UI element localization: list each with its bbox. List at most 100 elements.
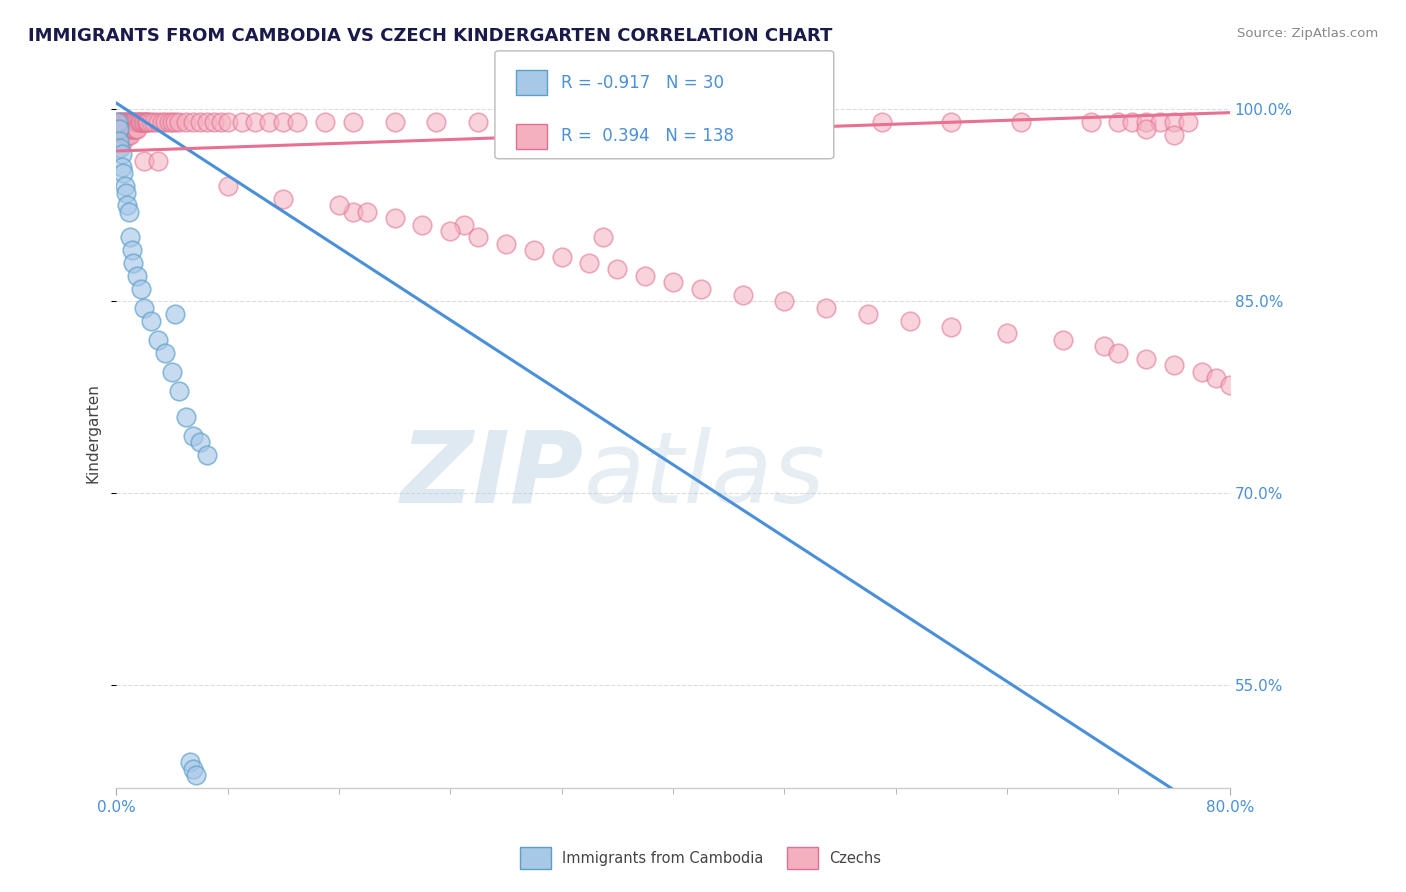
- Point: [132, 153, 155, 168]
- Point: [111, 121, 134, 136]
- Point: [167, 115, 190, 129]
- Point: [184, 768, 207, 782]
- Point: [384, 211, 406, 226]
- Point: [112, 115, 135, 129]
- Point: [107, 135, 129, 149]
- Point: [139, 313, 162, 327]
- Point: [115, 121, 138, 136]
- Point: [801, 115, 824, 129]
- Point: [1107, 115, 1129, 129]
- Point: [592, 115, 614, 129]
- Point: [115, 115, 138, 129]
- Text: Source: ZipAtlas.com: Source: ZipAtlas.com: [1237, 27, 1378, 40]
- Point: [157, 115, 180, 129]
- Point: [856, 307, 879, 321]
- Point: [1205, 371, 1227, 385]
- Point: [941, 115, 963, 129]
- Point: [112, 135, 135, 149]
- Point: [108, 135, 131, 149]
- Point: [195, 115, 218, 129]
- Point: [773, 294, 796, 309]
- Point: [110, 141, 132, 155]
- Point: [131, 115, 153, 129]
- Point: [941, 320, 963, 334]
- Point: [122, 115, 145, 129]
- Point: [111, 128, 134, 142]
- Point: [411, 218, 433, 232]
- Point: [217, 115, 239, 129]
- Point: [202, 115, 225, 129]
- Point: [114, 128, 136, 142]
- Point: [110, 135, 132, 149]
- Point: [132, 115, 155, 129]
- Point: [112, 166, 135, 180]
- Point: [495, 236, 517, 251]
- Point: [160, 115, 183, 129]
- Point: [1260, 397, 1282, 411]
- Point: [135, 115, 157, 129]
- Point: [108, 121, 131, 136]
- Point: [231, 115, 253, 129]
- Point: [181, 762, 204, 776]
- Point: [181, 429, 204, 443]
- Point: [118, 204, 141, 219]
- Point: [107, 141, 129, 155]
- Point: [114, 115, 136, 129]
- Point: [271, 115, 294, 129]
- Point: [107, 121, 129, 136]
- Point: [342, 115, 364, 129]
- Point: [108, 121, 131, 136]
- Point: [121, 115, 143, 129]
- Point: [259, 115, 281, 129]
- Point: [115, 128, 138, 142]
- Point: [128, 115, 150, 129]
- Point: [453, 218, 475, 232]
- Point: [1094, 339, 1116, 353]
- Point: [146, 115, 169, 129]
- Point: [127, 268, 149, 283]
- Point: [509, 115, 531, 129]
- Point: [745, 115, 768, 129]
- Point: [550, 250, 572, 264]
- Point: [550, 115, 572, 129]
- Point: [122, 256, 145, 270]
- Point: [120, 128, 142, 142]
- Point: [356, 204, 378, 219]
- Point: [120, 230, 142, 244]
- Point: [1135, 115, 1157, 129]
- Point: [110, 128, 132, 142]
- Point: [314, 115, 336, 129]
- Point: [1121, 115, 1143, 129]
- Point: [870, 115, 893, 129]
- Point: [689, 282, 711, 296]
- Point: [127, 121, 149, 136]
- Point: [107, 128, 129, 142]
- Point: [467, 230, 489, 244]
- Point: [209, 115, 232, 129]
- Point: [1219, 377, 1241, 392]
- Point: [467, 115, 489, 129]
- Point: [174, 409, 197, 424]
- Point: [124, 121, 146, 136]
- Point: [167, 384, 190, 398]
- Point: [127, 115, 149, 129]
- Point: [115, 186, 138, 200]
- Point: [146, 153, 169, 168]
- Point: [114, 179, 136, 194]
- Point: [125, 121, 148, 136]
- Point: [110, 121, 132, 136]
- Point: [139, 115, 162, 129]
- Text: atlas: atlas: [583, 426, 825, 524]
- Point: [132, 115, 155, 129]
- Point: [110, 115, 132, 129]
- Point: [150, 115, 173, 129]
- Point: [217, 179, 239, 194]
- Text: ZIP: ZIP: [401, 426, 583, 524]
- Point: [134, 115, 156, 129]
- Point: [592, 230, 614, 244]
- Point: [142, 115, 165, 129]
- Point: [121, 244, 143, 258]
- Point: [108, 115, 131, 129]
- Point: [523, 244, 546, 258]
- Point: [1163, 115, 1185, 129]
